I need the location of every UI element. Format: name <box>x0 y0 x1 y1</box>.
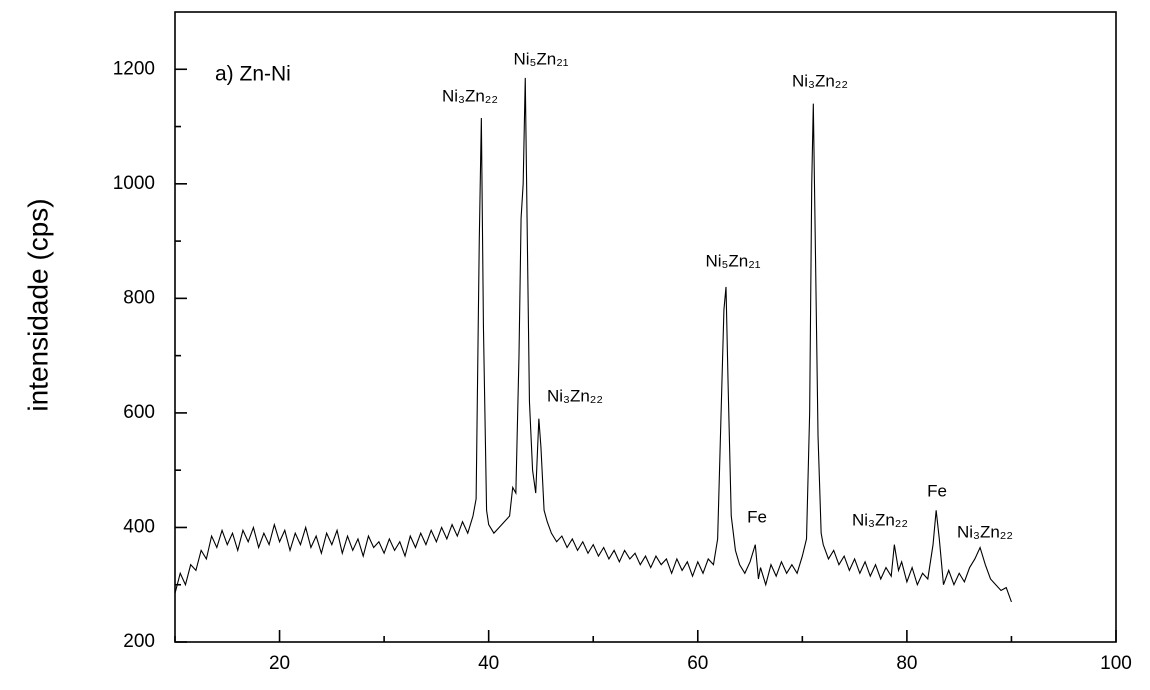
x-tick-label: 20 <box>269 653 290 674</box>
x-tick-label: 80 <box>896 653 917 674</box>
peak-annotation: Fe <box>747 507 767 526</box>
data-line <box>174 77 1012 603</box>
peak-annotation: Ni₃Zn₂₂ <box>547 386 603 405</box>
peak-annotation: Ni₅Zn₂₁ <box>705 251 760 270</box>
peak-annotation: Ni₅Zn₂₁ <box>513 49 568 68</box>
peak-annotation: Ni₃Zn₂₂ <box>852 510 908 529</box>
peak-annotation: Ni₃Zn₂₂ <box>957 522 1013 541</box>
y-tick-label: 400 <box>123 516 155 537</box>
plot-frame <box>174 11 1117 643</box>
peak-annotation: Fe <box>927 481 947 500</box>
y-tick-label: 800 <box>123 287 155 308</box>
x-tick-label: 100 <box>1100 653 1132 674</box>
x-tick-label: 40 <box>478 653 499 674</box>
panel-label: a) Zn-Ni <box>215 63 291 86</box>
peak-annotation: Ni₃Zn₂₂ <box>792 71 848 90</box>
y-tick-label: 1000 <box>113 173 155 194</box>
y-tick-label: 600 <box>123 402 155 423</box>
y-tick-label: 1200 <box>113 58 155 79</box>
y-tick-label: 200 <box>123 631 155 652</box>
x-tick-label: 60 <box>687 653 708 674</box>
y-axis-label: intensidade (cps) <box>22 198 53 411</box>
peak-annotation: Ni₃Zn₂₂ <box>442 86 498 105</box>
